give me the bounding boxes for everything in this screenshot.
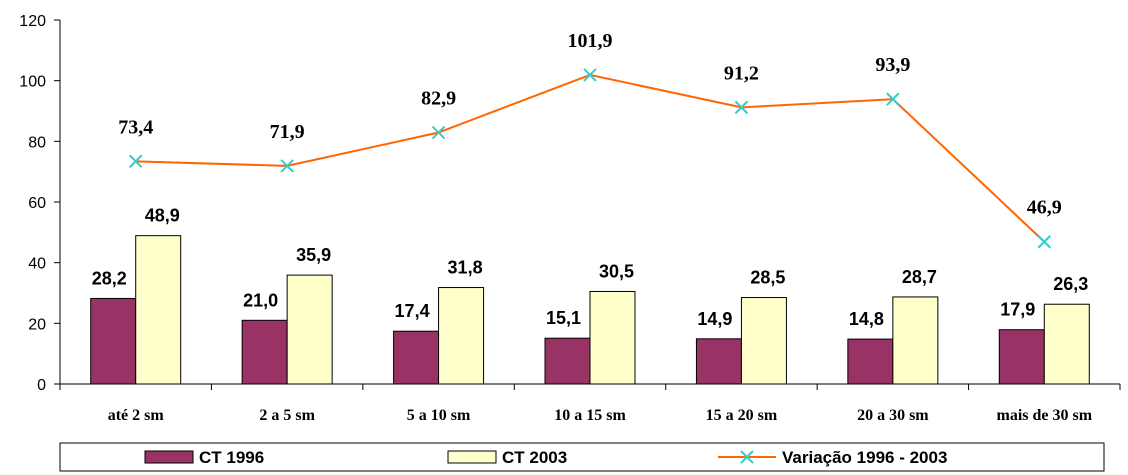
bar-ct-2003 bbox=[589, 290, 636, 385]
variation-marker bbox=[129, 154, 143, 169]
x-category-label: 20 a 30 sm bbox=[857, 407, 929, 424]
y-tick-label: 40 bbox=[28, 256, 46, 273]
bar-ct-2003-label: 28,5 bbox=[750, 268, 785, 288]
bar-ct-2003 bbox=[438, 287, 485, 385]
bar-ct-1996 bbox=[847, 338, 894, 385]
bar-ct-2003-label: 28,7 bbox=[902, 267, 937, 287]
bar-ct-1996 bbox=[998, 329, 1045, 385]
x-category-label: 10 a 15 sm bbox=[554, 407, 626, 424]
variation-label: 82,9 bbox=[421, 88, 456, 110]
bar-ct-2003-label: 31,8 bbox=[448, 258, 483, 278]
variation-label: 73,4 bbox=[118, 116, 153, 138]
variation-marker-stroke bbox=[1037, 235, 1051, 249]
variation-label: 93,9 bbox=[875, 54, 910, 76]
bar-ct-2003 bbox=[286, 274, 333, 385]
variation-label: 91,2 bbox=[724, 62, 759, 84]
bars bbox=[90, 235, 1090, 385]
variation-marker bbox=[280, 159, 294, 173]
bar-ct-2003 bbox=[740, 297, 787, 385]
variation-label: 101,9 bbox=[568, 30, 613, 52]
variation-label: 46,9 bbox=[1027, 197, 1062, 219]
variation-line bbox=[129, 68, 1051, 249]
y-tick-label: 20 bbox=[28, 316, 46, 333]
y-tick-label: 100 bbox=[19, 74, 46, 91]
x-category-label: mais de 30 sm bbox=[997, 407, 1093, 424]
x-category-label: 5 a 10 sm bbox=[407, 407, 471, 424]
x-category-label: 15 a 20 sm bbox=[706, 407, 778, 424]
legend-box bbox=[59, 442, 1105, 472]
bar-ct-1996-label: 21,0 bbox=[243, 290, 278, 310]
legend-marker-variation bbox=[740, 450, 754, 464]
variation-label: 71,9 bbox=[270, 121, 305, 143]
variation-marker bbox=[583, 68, 597, 82]
variation-marker bbox=[1037, 235, 1051, 249]
variation-marker-stroke bbox=[583, 68, 597, 82]
bar-ct-1996 bbox=[241, 319, 288, 385]
bar-ct-1996 bbox=[695, 338, 742, 385]
legend-label-variation: Variação 1996 - 2003 bbox=[782, 448, 947, 467]
legend-label-ct-1996: CT 1996 bbox=[199, 448, 264, 467]
bar-ct-1996-label: 17,9 bbox=[1000, 300, 1035, 320]
variation-marker-stroke bbox=[129, 154, 143, 169]
y-tick-label: 60 bbox=[28, 195, 46, 212]
legend-label-ct-2003: CT 2003 bbox=[502, 448, 567, 467]
bar-ct-2003 bbox=[892, 296, 939, 385]
variation-line-path bbox=[135, 73, 1045, 243]
legend: CT 1996 CT 2003 Variação 1996 - 2003 bbox=[59, 442, 1105, 472]
bar-ct-1996-label: 14,8 bbox=[849, 309, 884, 329]
bar-ct-2003-label: 26,3 bbox=[1053, 274, 1088, 294]
y-tick-label: 120 bbox=[19, 13, 46, 30]
bar-ct-1996-label: 28,2 bbox=[92, 268, 127, 288]
variation-marker-stroke bbox=[734, 100, 749, 115]
y-tick-label: 0 bbox=[37, 377, 46, 394]
bar-ct-2003-label: 48,9 bbox=[145, 206, 180, 226]
legend-swatch-ct-1996 bbox=[144, 450, 194, 464]
y-tick-label: 80 bbox=[28, 134, 46, 151]
variation-marker-stroke bbox=[431, 125, 446, 140]
y-axis: 0 20 40 60 80 100 120 bbox=[19, 13, 61, 394]
bar-ct-2003-label: 30,5 bbox=[599, 261, 634, 281]
bar-ct-1996 bbox=[90, 297, 137, 385]
x-category-label: até 2 sm bbox=[108, 407, 165, 424]
data-labels: 28,2 48,9 21,0 35,9 17,4 31,8 15,1 30,5 14,9 28,5… bbox=[92, 30, 1089, 329]
bar-ct-2003 bbox=[1043, 303, 1090, 385]
legend-swatch-ct-2003 bbox=[447, 450, 497, 464]
variation-marker bbox=[431, 125, 446, 140]
variation-marker-stroke bbox=[886, 92, 900, 106]
variation-marker-stroke bbox=[280, 159, 294, 173]
bar-ct-1996-label: 17,4 bbox=[395, 301, 430, 321]
bar-ct-1996 bbox=[544, 337, 591, 385]
bar-ct-1996-label: 15,1 bbox=[546, 308, 581, 328]
variation-marker bbox=[886, 92, 900, 106]
bar-ct-2003 bbox=[135, 235, 182, 385]
variation-marker bbox=[734, 100, 749, 115]
x-category-label: 2 a 5 sm bbox=[259, 407, 315, 424]
bar-ct-1996 bbox=[393, 330, 440, 385]
x-axis: até 2 sm 2 a 5 sm 5 a 10 sm 10 a 15 sm 15 a … bbox=[59, 383, 1121, 424]
bar-ct-1996-label: 14,9 bbox=[697, 309, 732, 329]
bar-ct-2003-label: 35,9 bbox=[296, 245, 331, 265]
